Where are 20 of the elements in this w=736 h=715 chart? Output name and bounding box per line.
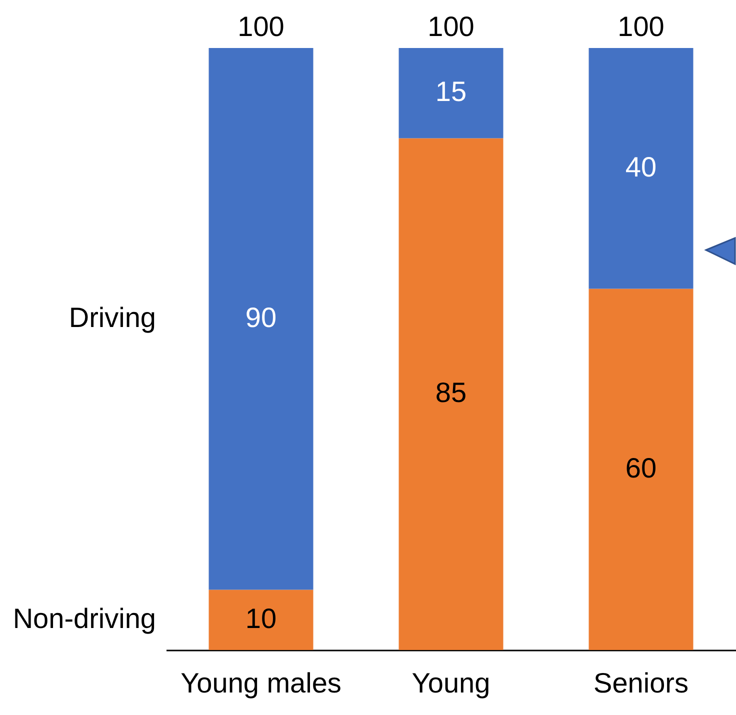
data-label: 90 (245, 302, 277, 333)
x-tick-label: Young (412, 668, 490, 698)
series-label: Driving (68, 302, 156, 333)
total-label: 100 (618, 11, 664, 42)
total-label: 100 (428, 11, 474, 42)
x-tick-label: Seniors (594, 668, 688, 698)
bar (588, 288, 694, 650)
bar (208, 590, 314, 650)
x-tick-label: Young males (180, 668, 342, 698)
bar (208, 48, 314, 590)
data-label: 10 (245, 602, 277, 634)
series-label: Non-driving (12, 602, 156, 634)
data-label: 60 (625, 452, 657, 484)
data-label: 40 (625, 151, 657, 182)
data-label: 15 (435, 76, 467, 108)
bar (588, 48, 694, 289)
bar (398, 138, 504, 650)
data-label: 85 (435, 377, 467, 408)
bar (398, 48, 504, 138)
total-label: 100 (238, 11, 284, 42)
